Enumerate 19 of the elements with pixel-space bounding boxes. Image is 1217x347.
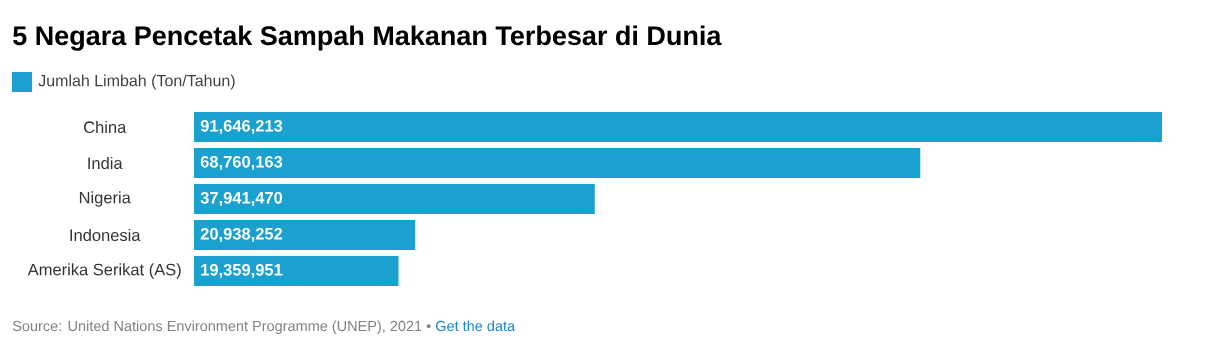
y-tick-label: Indonesia bbox=[70, 228, 141, 242]
bar bbox=[194, 255, 399, 286]
y-tick-label: Amerika Serikat (AS) bbox=[27, 263, 181, 279]
data-label: 37,941,470 bbox=[200, 191, 283, 207]
y-tick-label: India bbox=[88, 156, 123, 170]
source-note: Source: United Nations Environment Programme (UNEP), 2021 • bbox=[12, 320, 431, 334]
data-label: 91,646,213 bbox=[200, 119, 283, 135]
text: Get the data bbox=[436, 320, 516, 332]
chart-title: 5 Negara Pencetak Sampah Makanan Terbesar di Dunia bbox=[13, 25, 722, 51]
bar bbox=[194, 148, 921, 178]
data-label: 68,760,163 bbox=[200, 155, 283, 171]
legend-label: Jumlah Limbah (Ton/Tahun) bbox=[38, 74, 235, 90]
bar bbox=[194, 183, 595, 214]
data-label: 20,938,252 bbox=[200, 227, 283, 243]
bar bbox=[194, 112, 1162, 142]
y-tick-label: Nigeria bbox=[79, 191, 131, 207]
y-tick-label: China bbox=[84, 120, 127, 134]
data-label: 19,359,951 bbox=[201, 263, 283, 279]
bar bbox=[194, 219, 416, 250]
